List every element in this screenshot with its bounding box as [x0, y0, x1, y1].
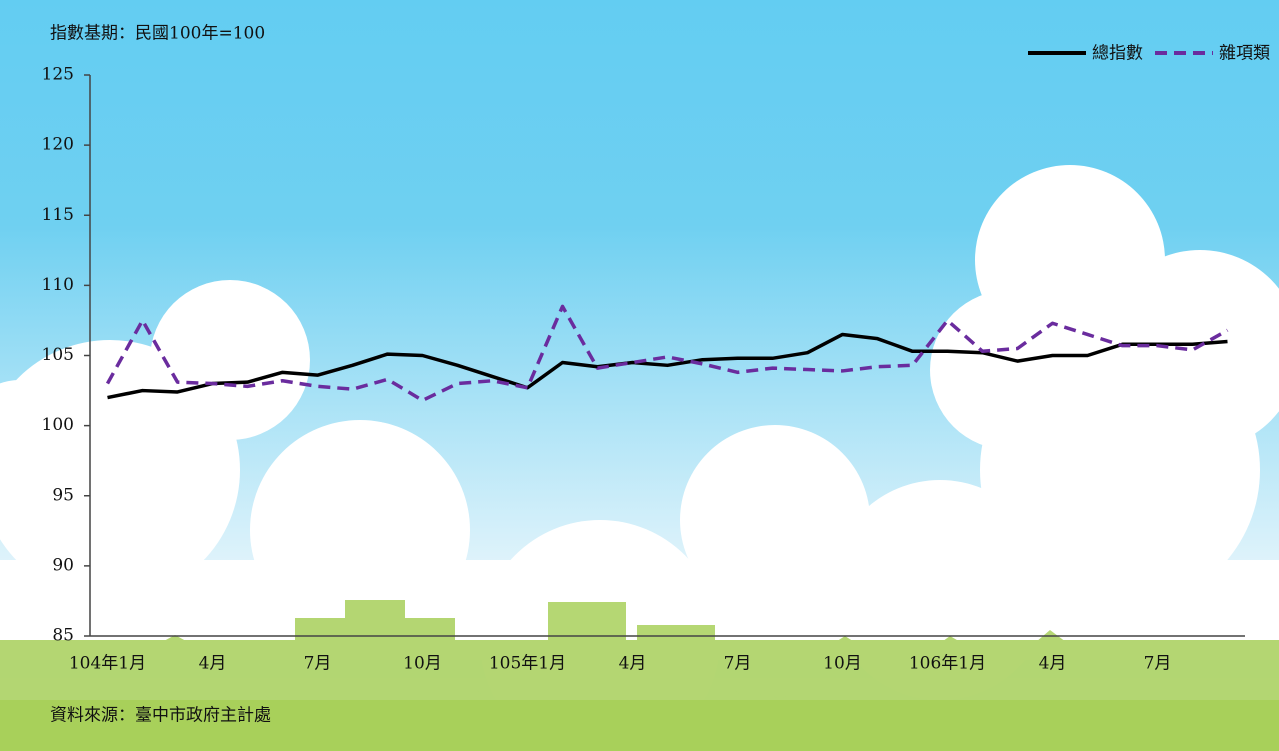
ground — [0, 700, 1279, 751]
x-tick-label: 7月 — [724, 654, 752, 674]
legend-label: 雜項類 — [1219, 44, 1270, 64]
x-tick-label: 7月 — [304, 654, 332, 674]
y-tick-label: 105 — [42, 345, 74, 365]
y-tick-label: 115 — [42, 205, 74, 225]
x-tick-label: 4月 — [619, 654, 647, 674]
x-tick-label: 7月 — [1144, 654, 1172, 674]
x-tick-label: 4月 — [199, 654, 227, 674]
y-tick-label: 95 — [52, 485, 74, 505]
legend-label: 總指數 — [1092, 44, 1143, 64]
y-tick-label: 100 — [42, 415, 74, 435]
x-tick-label: 10月 — [823, 654, 862, 674]
x-tick-label: 10月 — [403, 654, 442, 674]
x-tick-label: 105年1月 — [489, 654, 566, 674]
x-tick-label: 4月 — [1039, 654, 1067, 674]
y-tick-label: 85 — [52, 626, 74, 646]
x-tick-label: 106年1月 — [909, 654, 986, 674]
unit-note: 指數基期：民國100年=100 — [50, 24, 265, 44]
y-tick-label: 125 — [42, 65, 74, 85]
y-tick-label: 120 — [42, 135, 74, 155]
source-note: 資料來源：臺中市政府主計處 — [50, 706, 271, 726]
y-tick-label: 90 — [52, 555, 74, 575]
x-tick-label: 104年1月 — [69, 654, 146, 674]
y-tick-label: 110 — [42, 275, 74, 295]
series-line — [105, 304, 1229, 403]
series-line — [107, 332, 1228, 400]
